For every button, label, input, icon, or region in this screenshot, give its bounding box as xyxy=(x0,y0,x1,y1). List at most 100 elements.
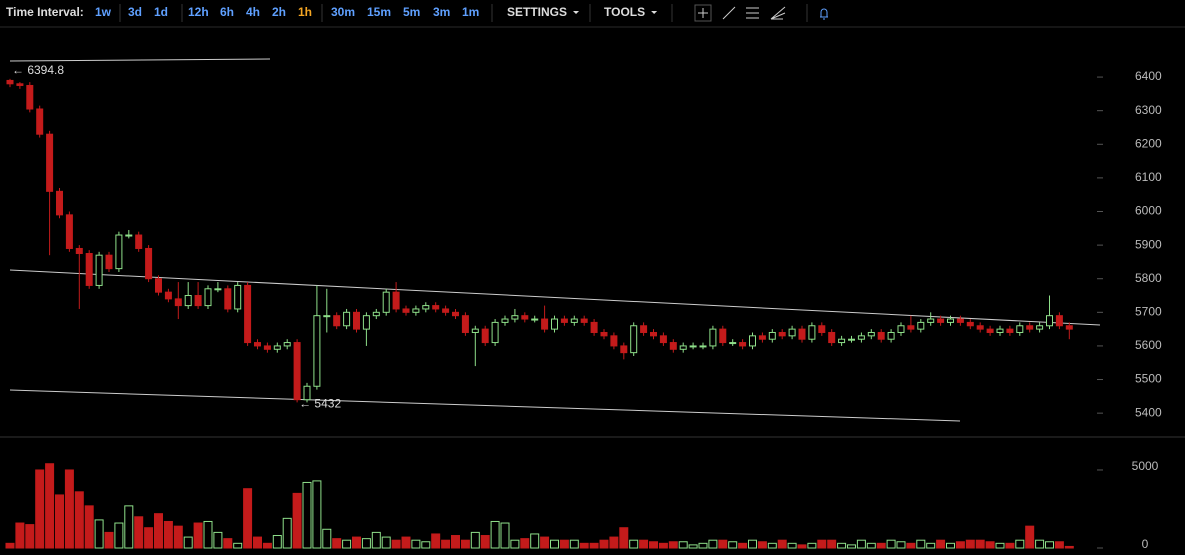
candle-body xyxy=(630,325,638,354)
fib-tool[interactable] xyxy=(746,7,759,19)
candle-body xyxy=(1046,315,1053,327)
candle-body xyxy=(452,311,459,317)
volume-bar xyxy=(134,516,144,549)
interval-button[interactable]: 6h xyxy=(220,5,234,19)
candle-body xyxy=(432,305,440,310)
candle-body xyxy=(155,278,162,293)
crosshair-tool[interactable] xyxy=(694,4,712,22)
candle-body xyxy=(788,328,796,337)
candle-body xyxy=(481,328,489,344)
candle-body xyxy=(689,345,697,348)
volume-bar xyxy=(955,541,965,549)
candle-body xyxy=(412,308,420,313)
fan-tool[interactable] xyxy=(770,6,786,20)
volume-tick-label: 0 xyxy=(1142,537,1149,551)
volume-bar xyxy=(5,542,15,549)
candle-body xyxy=(343,311,351,327)
dropdown-arrow xyxy=(651,11,658,14)
volume-bar xyxy=(936,539,946,549)
interval-button[interactable]: 1m xyxy=(462,5,479,19)
volume-bar xyxy=(292,492,302,549)
volume-bar xyxy=(708,539,718,549)
volume-bar xyxy=(391,539,401,549)
volume-bar xyxy=(431,533,441,549)
candle-body xyxy=(927,318,935,323)
volume-bar xyxy=(332,538,342,549)
candle-body xyxy=(115,234,123,270)
candle-body xyxy=(818,325,826,333)
candle-body xyxy=(570,318,578,323)
menu-button[interactable]: SETTINGS xyxy=(507,5,567,19)
candle-body xyxy=(184,295,192,307)
volume-bar xyxy=(757,541,767,549)
volume-bar xyxy=(589,542,599,549)
volume-bar xyxy=(718,539,728,549)
candle-body xyxy=(739,342,747,347)
volume-bar xyxy=(787,542,797,549)
volume-bar xyxy=(649,541,658,549)
candle-body xyxy=(828,331,836,344)
volume-bar xyxy=(866,542,876,549)
candle-body xyxy=(26,84,34,110)
candle-body xyxy=(729,342,737,345)
candle-body xyxy=(867,331,875,337)
candle-body xyxy=(382,291,390,313)
y-tick-label: 5700 xyxy=(1135,304,1162,318)
interval-button[interactable]: 1h xyxy=(298,5,312,19)
volume-bar xyxy=(965,539,975,549)
volume-bar xyxy=(985,541,995,549)
volume-bar xyxy=(154,513,163,549)
interval-button[interactable]: 5m xyxy=(403,5,420,19)
interval-button[interactable]: 1d xyxy=(154,5,168,19)
volume-bar xyxy=(490,520,500,549)
y-tick-label: 5600 xyxy=(1135,338,1162,352)
volume-bar xyxy=(827,539,837,549)
interval-button[interactable]: 12h xyxy=(188,5,209,19)
volume-bar xyxy=(837,542,847,549)
candle-body xyxy=(650,331,657,337)
volume-bar xyxy=(876,542,886,549)
candle-body xyxy=(491,321,499,344)
alert-tool[interactable] xyxy=(820,8,828,20)
volume-bar xyxy=(1054,541,1064,549)
y-tick-label: 5900 xyxy=(1135,237,1162,251)
interval-button[interactable]: 3m xyxy=(433,5,450,19)
volume-bar xyxy=(441,539,451,549)
candle-body xyxy=(511,315,519,320)
volume-bar xyxy=(25,524,35,549)
volume-bar xyxy=(74,491,84,549)
interval-button[interactable]: 2h xyxy=(272,5,286,19)
candle-body xyxy=(551,318,558,330)
candle-body xyxy=(966,321,974,327)
candle-body xyxy=(887,331,895,340)
volume-bar xyxy=(1015,539,1025,549)
candle-body xyxy=(976,325,984,330)
interval-button[interactable]: 30m xyxy=(331,5,355,19)
candle-body xyxy=(1036,325,1044,330)
interval-button[interactable]: 4h xyxy=(246,5,260,19)
volume-bar xyxy=(639,539,649,549)
candle-body xyxy=(85,253,93,286)
candle-body xyxy=(996,328,1004,333)
menu-button[interactable]: TOOLS xyxy=(604,5,645,19)
volume-bar xyxy=(35,469,45,549)
volume-bar xyxy=(470,531,480,549)
candle-body xyxy=(204,288,212,307)
interval-button[interactable]: 3d xyxy=(128,5,142,19)
y-tick-label: 5800 xyxy=(1135,271,1162,285)
volume-bar xyxy=(243,488,253,549)
volume-bar xyxy=(253,536,262,549)
volume-bar xyxy=(361,538,371,549)
interval-button[interactable]: 1w xyxy=(95,5,112,19)
candle-body xyxy=(531,318,539,321)
candle-body xyxy=(372,311,380,317)
volume-bar xyxy=(64,469,74,549)
candle-body xyxy=(709,328,717,347)
volume-bar xyxy=(45,463,55,549)
interval-button[interactable]: 15m xyxy=(367,5,391,19)
y-tick-label: 6400 xyxy=(1135,69,1162,83)
candle-body xyxy=(95,254,103,286)
volume-bar xyxy=(193,522,203,549)
candle-body xyxy=(125,234,133,237)
line-tool[interactable] xyxy=(722,6,736,20)
